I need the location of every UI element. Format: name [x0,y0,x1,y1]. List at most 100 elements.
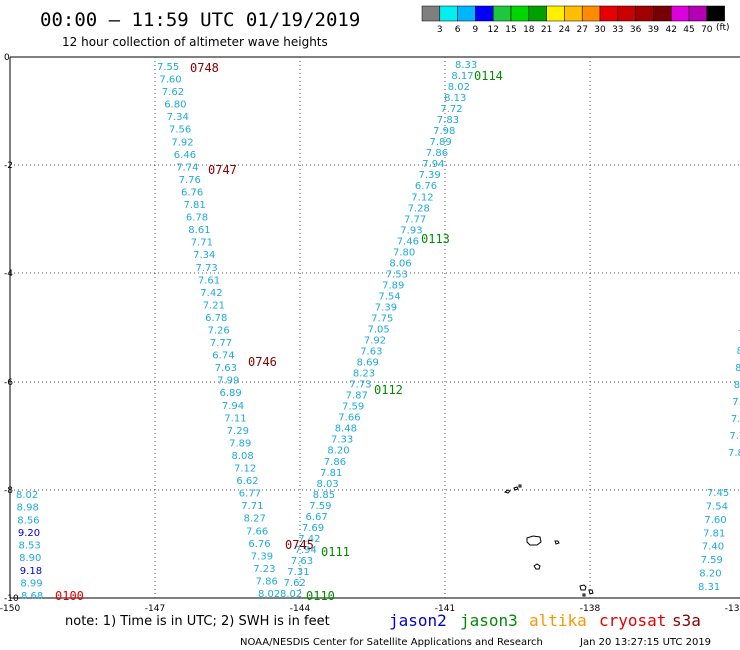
swh-value: 7.59 [309,501,331,512]
swh-value: 8.02 [16,490,38,501]
colorbar-label: 30 [594,25,606,35]
swh-value: 7.89 [430,137,452,148]
swh-value: 7.63 [291,556,313,567]
swh-value: 7.66 [246,526,268,537]
swh-value: 7.55 [157,62,179,73]
colorbar-swatch [688,5,708,22]
swh-value: 7.86 [426,148,448,159]
swh-value: 7.63 [215,363,237,374]
swh-value: 7.76 [179,175,201,186]
swh-value: 6.78 [186,213,208,224]
swh-value: 8.08 [232,451,254,462]
colorbar-swatch [706,5,725,22]
swh-value: 7.83 [437,115,459,126]
colorbar-swatch [653,5,672,22]
longitude-tick: -135 [725,604,740,614]
swh-value: 7.56 [169,125,191,136]
colorbar-swatch [599,5,619,22]
colorbar-label: 21 [541,25,552,35]
swh-value: 9.18 [20,566,42,577]
swh-value: 8.33 [455,60,477,71]
longitude-tick: -138 [580,604,601,614]
time-label: 0747 [208,163,237,177]
swh-value: 7.26 [208,326,230,337]
swh-value: 7.45 [707,488,729,499]
colorbar-label: 33 [612,25,623,35]
swh-value: 8.90 [19,553,41,564]
plot-title: 00:00 – 11:59 UTC 01/19/2019 [40,9,360,31]
swh-value: 6.89 [220,388,242,399]
colorbar-swatch [564,5,583,22]
swh-value: 7.92 [364,336,386,347]
swh-value: 7.99 [217,376,239,387]
swh-value: 6.67 [306,512,328,523]
colorbar-label: 70 [701,25,713,35]
legend-altika: altika [529,611,587,630]
swh-value: 7.42 [298,534,320,545]
legend-s3a: s3a [672,611,701,630]
latitude-tick-labels: 0 -2 -4 -6 -8 -10 [4,53,19,604]
swh-value: 7.98 [433,126,455,137]
swh-value: 7.81 [184,200,206,211]
swh-value: 8.27 [244,514,266,525]
colorbar-label: 24 [559,25,571,35]
longitude-tick-labels: -150 -147 -144 -141 -138 -135 [0,604,740,614]
swh-value: 7.12 [234,464,256,475]
swh-value: 8.99 [20,578,42,589]
swh-value: 8.03 [317,479,339,490]
swh-value: 7.54 [378,291,400,302]
latitude-tick: -6 [4,378,13,388]
colorbar-label: 27 [576,25,587,35]
colorbar [421,5,725,22]
swh-value: 6.76 [415,181,437,192]
swh-value: 8.01 [734,380,740,391]
colorbar-label: 12 [487,25,498,35]
swh-value: 7.39 [419,170,441,181]
colorbar-swatch [581,5,601,22]
colorbar-label: 39 [648,25,660,35]
swh-value: 7.46 [397,236,419,247]
swh-value: 7.33 [331,435,353,446]
latitude-tick: -8 [4,486,13,496]
time-label: 0112 [374,383,403,397]
swh-value: 6.80 [164,100,186,111]
swh-value: 7.34 [167,112,189,123]
swh-value: 7.39 [375,303,397,314]
swh-value: 7.54 [706,501,728,512]
colorbar-label: 9 [473,25,479,35]
swh-value: 7.11 [224,413,246,424]
footer-note: note: 1) Time is in UTC; 2) SWH is in fe… [65,614,330,629]
swh-value: 7.34 [193,250,215,261]
swh-value: 8.02 [448,82,470,93]
swh-value: 7.87 [346,391,368,402]
swh-value: 7.40 [702,542,724,553]
latitude-tick: -4 [4,269,13,279]
swh-value: 7.71 [191,238,213,249]
latitude-tick: -2 [4,161,13,171]
swh-value: 8.06 [389,258,411,269]
time-label: 0113 [421,232,450,246]
colorbar-swatch [617,5,636,22]
swh-value: 7.31 [287,567,309,578]
swh-value: 8.2 [735,363,740,374]
swh-value: 7.89 [229,438,251,449]
swh-value: 8.23 [353,369,375,380]
time-label: 0100 [55,589,84,603]
colorbar-label: 15 [505,25,516,35]
swh-value: 7.72 [440,104,462,115]
swh-value: 7.94 [295,545,317,556]
swh-value: 6.46 [174,150,196,161]
swh-value: 7.92 [171,137,193,148]
colorbar-label: 18 [523,25,535,35]
swh-value: 7.12 [411,192,433,203]
swh-value: 8.4 [737,346,740,357]
swh-value: 8.02 [280,589,302,600]
swh-value: 7.85 [728,448,740,459]
colorbar-swatch [475,5,494,22]
swh-value: 7.59 [342,402,364,413]
colorbar-label: 36 [630,25,642,35]
swh-value: 8.98 [17,503,39,514]
swh-value: 6.76 [181,188,203,199]
